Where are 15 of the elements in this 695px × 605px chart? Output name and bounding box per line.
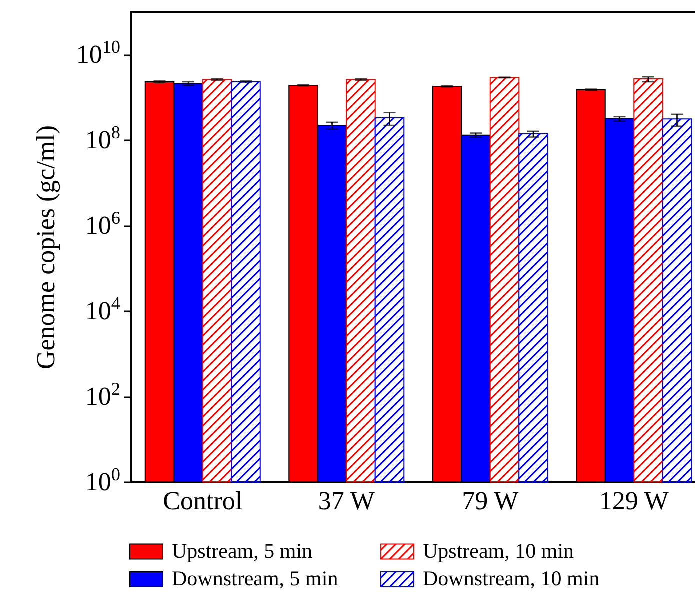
- y-tick-label: 10$^{4}$: [85, 294, 120, 326]
- x-tick-label: Control: [163, 486, 243, 516]
- y-axis-title: Genome copies (gc/ml): [32, 125, 60, 370]
- y-tick-label: 10$^{2}$: [85, 379, 120, 412]
- x-tick-label: 129 W: [599, 486, 670, 516]
- legend-label: Upstream, 10 min: [423, 538, 575, 563]
- y-tick-label: 10$^{0}$: [85, 464, 120, 496]
- legend-label: Downstream, 5 min: [172, 566, 339, 590]
- x-tick-label: 37 W: [318, 486, 376, 516]
- y-tick-label: 10$^{8}$: [85, 122, 120, 155]
- y-tick-label: 10$^{6}$: [85, 208, 120, 240]
- legend-label: Upstream, 5 min: [172, 538, 314, 563]
- legend-label: Downstream, 10 min: [423, 566, 600, 590]
- x-tick-label: 79 W: [462, 486, 520, 516]
- y-tick-label: 10$^{10}$: [76, 37, 120, 70]
